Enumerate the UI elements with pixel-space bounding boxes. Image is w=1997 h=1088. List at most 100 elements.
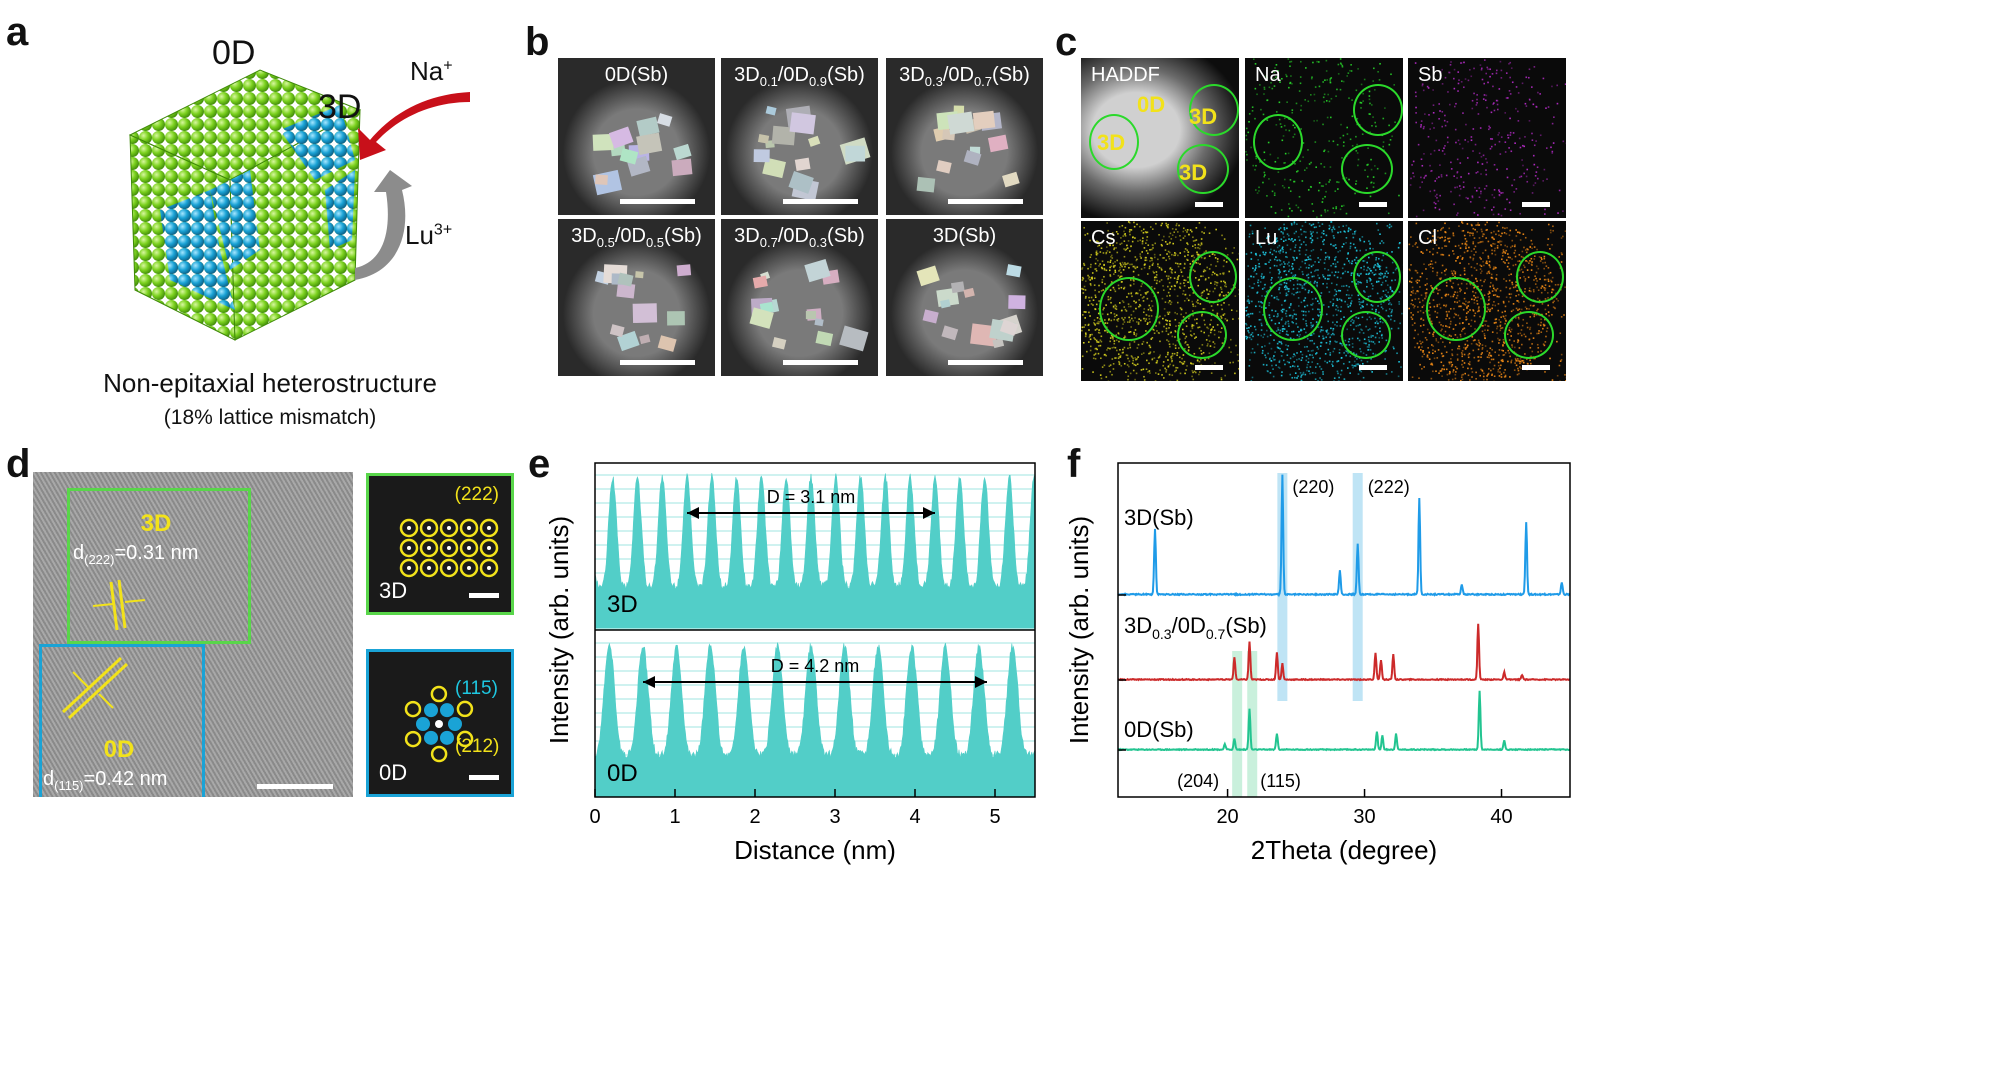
eds-pixel (1287, 215, 1290, 218)
eds-pixel (1493, 102, 1495, 104)
eds-pixel (1483, 94, 1486, 96)
eds-pixel (1177, 278, 1179, 280)
roi-circle (1263, 277, 1323, 341)
eds-pixel (1425, 249, 1428, 251)
eds-pixel (1560, 358, 1563, 361)
eds-pixel (1186, 242, 1188, 244)
eds-pixel (1235, 344, 1237, 347)
eds-pixel (1191, 369, 1194, 372)
eds-pixel (1421, 306, 1424, 308)
eds-tile-label: Lu (1255, 227, 1278, 249)
eds-pixel (1399, 322, 1401, 325)
eds-pixel (1517, 260, 1519, 263)
eds-pixel (1350, 70, 1353, 72)
eds-pixel (1276, 259, 1279, 262)
eds-pixel (1310, 258, 1312, 261)
eds-pixel (1282, 251, 1284, 253)
eds-pixel (1179, 287, 1182, 290)
sem-tile-label: 3D0.5/0D0.5(Sb) (571, 225, 702, 250)
eds-pixel (1128, 360, 1131, 362)
eds-pixel (1101, 366, 1104, 368)
sem-tile: 0D(Sb) (558, 58, 715, 215)
eds-pixel (1151, 259, 1153, 262)
eds-pixel (1426, 277, 1428, 280)
eds-pixel (1286, 101, 1288, 104)
eds-pixel (1301, 356, 1304, 359)
eds-pixel (1153, 287, 1156, 290)
sem-particle (772, 337, 787, 350)
eds-pixel (1352, 366, 1354, 369)
eds-pixel (1152, 247, 1154, 249)
eds-pixel (1484, 324, 1487, 326)
eds-pixel (1311, 339, 1313, 342)
eds-pixel (1393, 320, 1396, 322)
eds-pixel (1279, 259, 1282, 262)
eds-pixel (1128, 230, 1131, 233)
eds-pixel (1427, 87, 1430, 89)
eds-pixel (1505, 72, 1508, 74)
eds-pixel (1329, 77, 1332, 80)
eds-pixel (1483, 280, 1485, 283)
eds-pixel (1273, 258, 1276, 261)
eds-pixel (1101, 260, 1104, 263)
eds-pixel (1414, 269, 1417, 272)
eds-pixel (1253, 270, 1255, 273)
sem-particle (771, 125, 796, 146)
eds-pixel (1423, 366, 1426, 368)
eds-pixel (1172, 242, 1175, 245)
eds-pixel (1126, 364, 1129, 366)
eds-pixel (1452, 233, 1455, 236)
eds-pixel (1286, 263, 1289, 265)
eds-pixel (1420, 294, 1423, 296)
eds-pixel (1432, 333, 1434, 336)
eds-pixel (1165, 371, 1167, 373)
eds-pixel (1121, 265, 1124, 268)
eds-pixel (1337, 271, 1340, 274)
eds-pixel (1085, 295, 1087, 298)
eds-pixel (1083, 311, 1086, 313)
eds-pixel (1410, 236, 1412, 238)
eds-pixel (1174, 344, 1177, 347)
eds-pixel (1187, 243, 1189, 246)
eds-pixel (1245, 138, 1248, 141)
eds-pixel (1251, 348, 1254, 350)
eds-pixel (1191, 230, 1193, 233)
eds-pixel (1254, 117, 1256, 120)
eds-pixel (1427, 356, 1429, 359)
eds-pixel (1100, 357, 1102, 360)
eds-pixel (1344, 350, 1347, 352)
eds-pixel (1277, 276, 1280, 279)
eds-pixel (1182, 237, 1185, 239)
eds-pixel (1310, 350, 1313, 352)
eds-pixel (1293, 275, 1296, 278)
eds-pixel (1533, 163, 1536, 166)
eds-pixel (1500, 359, 1503, 362)
eds-pixel (1163, 235, 1165, 238)
eds-pixel (1558, 256, 1561, 258)
eds-pixel (1136, 223, 1138, 226)
eds-pixel (1417, 143, 1420, 146)
eds-pixel (1278, 228, 1280, 231)
eds-pixel (1520, 175, 1523, 178)
eds-pixel (1531, 86, 1533, 88)
sem-tile: 3D0.1/0D0.9(Sb) (721, 58, 878, 215)
eds-pixel (1292, 365, 1294, 367)
eds-pixel (1401, 312, 1403, 315)
eds-pixel (1126, 244, 1128, 247)
eds-pixel (1350, 274, 1353, 277)
eds-pixel (1481, 235, 1484, 238)
eds-pixel (1167, 333, 1170, 336)
eds-pixel (1353, 233, 1356, 235)
eds-pixel (1327, 150, 1330, 153)
eds-pixel (1442, 254, 1445, 256)
eds-pixel (1309, 334, 1312, 337)
eds-pixel (1155, 276, 1158, 279)
eds-pixel (1525, 76, 1528, 79)
eds-pixel (1498, 189, 1500, 191)
eds-pixel (1250, 380, 1253, 381)
fft-spot-ring (479, 518, 499, 538)
eds-pixel (1379, 62, 1381, 65)
eds-pixel (1432, 111, 1435, 114)
eds-pixel (1432, 239, 1435, 242)
eds-pixel (1490, 276, 1493, 279)
